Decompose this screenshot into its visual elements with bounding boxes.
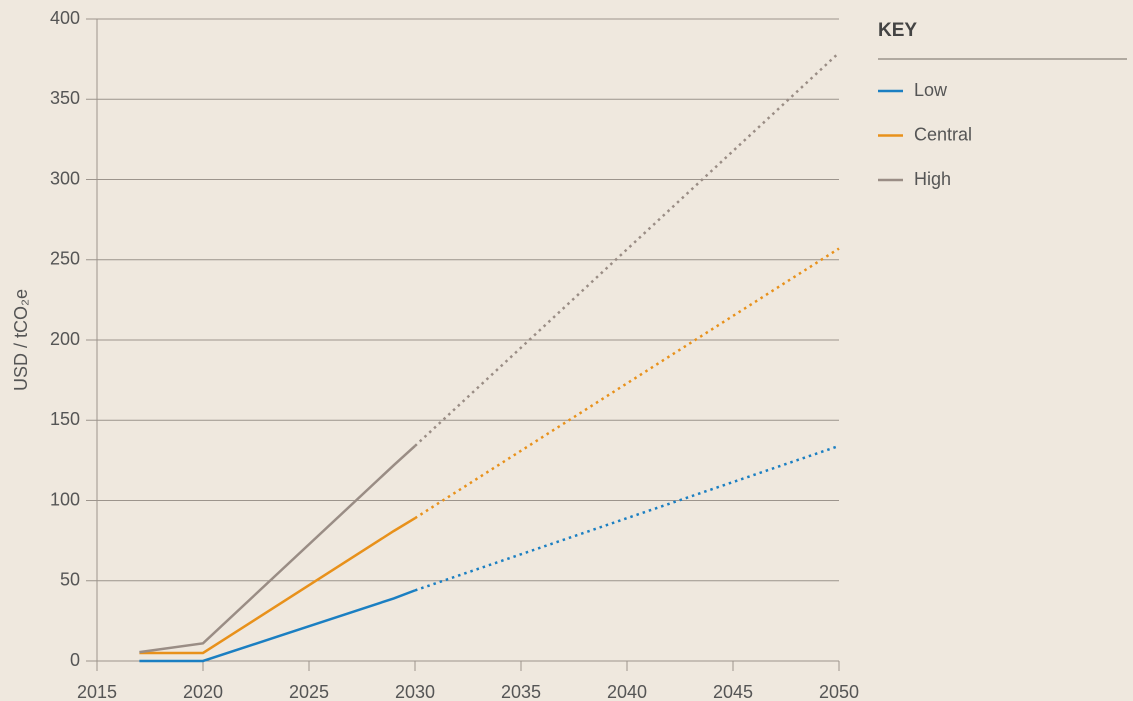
legend-title: KEY [878, 20, 917, 41]
series-line [139, 589, 416, 663]
y-tick-label: 0 [70, 650, 80, 670]
series-line [139, 517, 416, 655]
y-tick-label: 350 [50, 88, 80, 108]
y-tick-label: 400 [50, 8, 80, 28]
x-tick-label: 2015 [77, 682, 117, 701]
x-tick-label: 2020 [183, 682, 223, 701]
series-line [139, 445, 416, 654]
x-tick-label: 2030 [395, 682, 435, 701]
x-tick-label: 2050 [819, 682, 859, 701]
legend-label: Central [914, 124, 972, 144]
legend-label: High [914, 169, 951, 189]
y-tick-label: 300 [50, 168, 80, 188]
y-tick-label: 150 [50, 409, 80, 429]
y-tick-label: 50 [60, 570, 80, 590]
y-tick-label: 100 [50, 489, 80, 509]
legend-label: Low [914, 80, 948, 100]
x-tick-label: 2025 [289, 682, 329, 701]
x-tick-label: 2040 [607, 682, 647, 701]
x-tick-label: 2045 [713, 682, 753, 701]
y-tick-label: 250 [50, 249, 80, 269]
y-axis-label: USD / tCO₂e [11, 289, 31, 391]
projected-line [414, 51, 840, 447]
y-tick-label: 200 [50, 329, 80, 349]
x-tick-label: 2035 [501, 682, 541, 701]
